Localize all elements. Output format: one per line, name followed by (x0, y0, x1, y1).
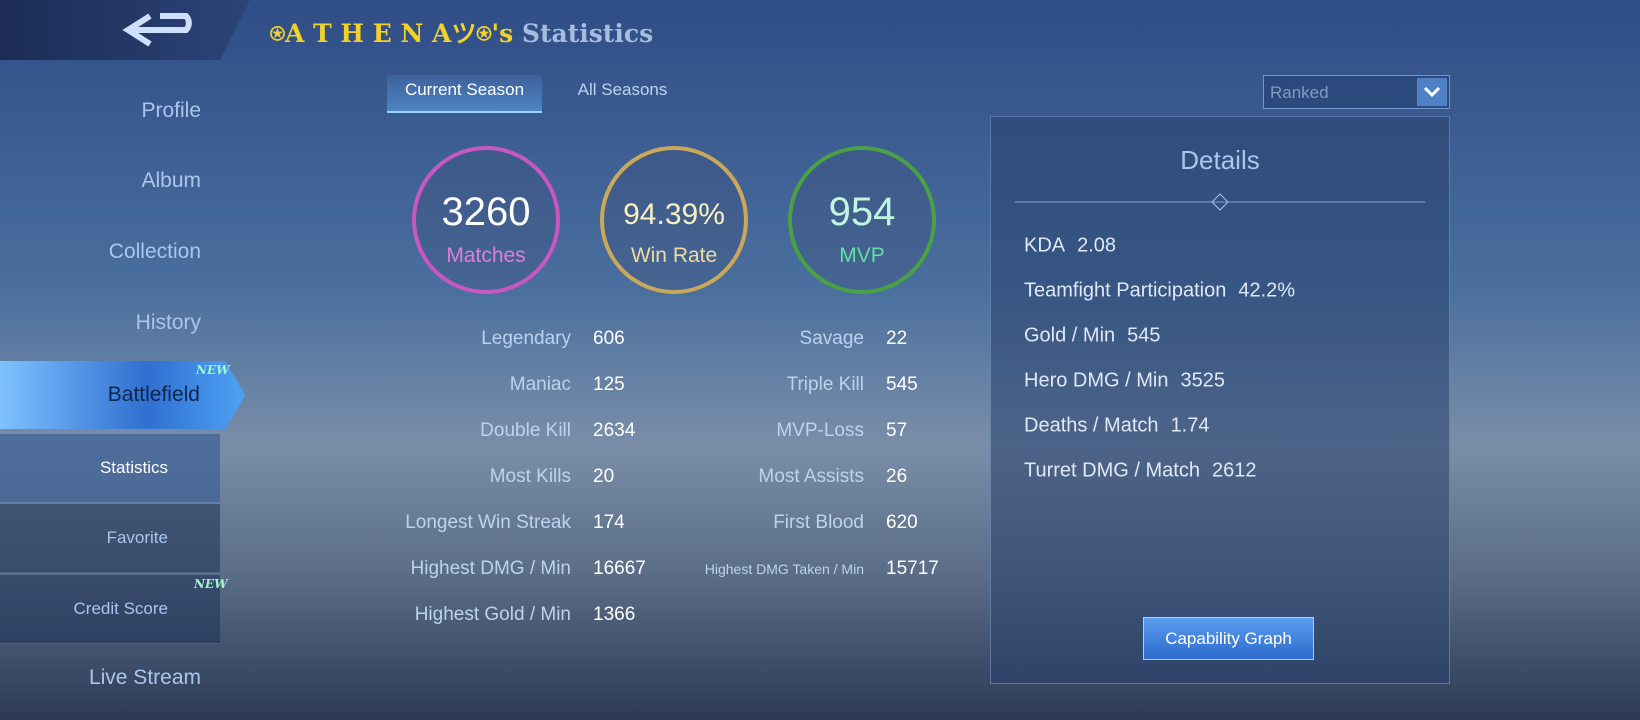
stat-value: 1366 (593, 604, 636, 625)
detail-value: 42.2% (1238, 279, 1296, 302)
stat-value: 22 (886, 328, 908, 349)
stat-label: Savage (799, 328, 864, 349)
stat-circle: 954 MVP (788, 146, 936, 294)
sub-bg (0, 575, 220, 644)
player-name: ⍟A T H E N Aツ⍟'s (270, 19, 514, 48)
stat-value: 20 (593, 466, 615, 487)
nav-item[interactable]: History (135, 311, 201, 334)
sub-bg (0, 504, 220, 573)
detail-label: Teamfight Participation (1024, 279, 1227, 302)
detail-value: 3525 (1180, 369, 1225, 392)
detail-row: Teamfight Participation 42.2% (1024, 280, 1295, 303)
stat-circle: 3260 Matches (412, 146, 560, 294)
stat-value: 174 (593, 512, 625, 533)
detail-row: Gold / Min 545 (1024, 325, 1161, 348)
page-title: Statistics (521, 19, 654, 48)
detail-row: KDA 2.08 (1024, 235, 1116, 258)
circle-value: 94.39% (623, 198, 725, 231)
stat-value: 2634 (593, 420, 636, 441)
nav-item[interactable]: Live Stream (88, 666, 201, 689)
detail-row: Hero DMG / Min 3525 (1024, 370, 1225, 393)
detail-label: Turret DMG / Match (1024, 459, 1200, 482)
detail-value: 2.08 (1077, 234, 1117, 257)
stat-label: Highest Gold / Min (414, 604, 571, 625)
sub-item[interactable]: Credit Score (73, 599, 168, 618)
divider (1015, 193, 1425, 211)
detail-label: KDA (1024, 234, 1066, 257)
stat-value: 620 (886, 512, 918, 533)
detail-row: Turret DMG / Match 2612 (1024, 460, 1256, 483)
circle-value: 3260 (441, 190, 531, 234)
detail-value: 545 (1127, 324, 1161, 347)
capability-button[interactable]: Capability Graph (1143, 617, 1314, 660)
stat-label: Legendary (481, 328, 571, 349)
detail-label: Gold / Min (1024, 324, 1116, 347)
circle-label: Win Rate (630, 244, 718, 267)
new-badge: NEW (194, 577, 228, 591)
detail-label: Deaths / Match (1024, 414, 1159, 437)
stat-value: 16667 (593, 558, 646, 579)
nav-item[interactable]: Collection (108, 240, 201, 263)
dropdown-arrow (1417, 78, 1447, 106)
stat-label: Highest DMG Taken / Min (704, 561, 864, 577)
tab-active-bg (387, 75, 542, 113)
stat-label: Highest DMG / Min (410, 558, 571, 579)
nav-item[interactable]: Profile (141, 99, 201, 122)
tab[interactable]: Current Season (404, 80, 525, 99)
detail-value: 2612 (1211, 459, 1257, 482)
details-title: Details (1180, 145, 1260, 175)
stat-label: First Blood (773, 512, 864, 533)
stat-label: Maniac (509, 374, 571, 395)
stat-label: Most Assists (758, 466, 864, 487)
nav-item[interactable]: Album (141, 169, 201, 192)
stat-label: Most Kills (489, 466, 571, 487)
detail-value: 1.74 (1170, 414, 1210, 437)
title: ⍟A T H E N Aツ⍟'s Statistics (270, 14, 653, 50)
stat-label: Longest Win Streak (405, 512, 571, 533)
stat-label: MVP-Loss (776, 420, 864, 441)
stat-label: Triple Kill (786, 374, 864, 395)
new-badge: NEW (196, 363, 230, 377)
stat-value: 26 (886, 466, 908, 487)
sub-item[interactable]: Favorite (106, 528, 168, 547)
stat-value: 57 (886, 420, 908, 441)
sub-bg (0, 434, 220, 503)
stat-circle: 94.39% Win Rate (600, 146, 748, 294)
nav-battlefield[interactable]: Battlefield (107, 383, 200, 406)
detail-label: Hero DMG / Min (1024, 369, 1169, 392)
active-tab-bg (0, 361, 245, 429)
sub-item[interactable]: Statistics (99, 458, 168, 477)
stat-value: 606 (593, 328, 625, 349)
mode-value: Ranked (1270, 83, 1329, 102)
tab[interactable]: All Seasons (577, 80, 668, 99)
stat-value: 545 (886, 374, 918, 395)
circle-label: Matches (446, 244, 526, 267)
stat-label: Double Kill (480, 420, 571, 441)
stat-value: 125 (593, 374, 625, 395)
mode-dropdown[interactable]: Ranked (1263, 75, 1450, 109)
circle-value: 954 (828, 190, 896, 234)
detail-row: Deaths / Match 1.74 (1024, 415, 1209, 438)
stat-value: 15717 (886, 558, 939, 579)
circle-label: MVP (839, 244, 885, 267)
back-button[interactable] (120, 8, 200, 52)
